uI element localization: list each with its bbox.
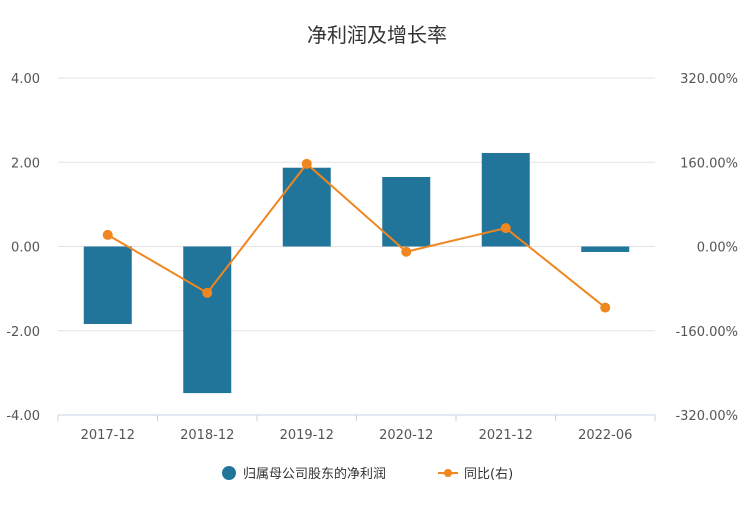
bar-2020-12[interactable] <box>382 176 431 247</box>
line-point-2018-12[interactable] <box>202 287 213 298</box>
left-axis: -4.00 -2.00 0.00 2.00 4.00 <box>6 72 40 424</box>
x-tick-label: 2022-06 <box>578 428 632 443</box>
x-tick-label: 2020-12 <box>379 428 433 443</box>
x-tick-label: 2018-12 <box>180 428 234 443</box>
line-point-2019-12[interactable] <box>301 158 312 169</box>
line-series <box>102 158 611 313</box>
line-path <box>107 162 606 309</box>
x-tick-label: 2017-12 <box>81 428 135 443</box>
legend-line-label: 同比(右) <box>464 467 513 482</box>
right-axis: -320.00% -160.00% 0.00% 160.00% 320.00% <box>675 72 738 424</box>
bar-2022-06[interactable] <box>581 246 630 252</box>
right-tick-label: 0.00% <box>697 241 738 256</box>
line-point-2020-12[interactable] <box>401 246 412 257</box>
left-tick-label: 0.00 <box>11 241 40 256</box>
bar-2018-12[interactable] <box>183 246 232 394</box>
legend-line-dot <box>444 469 452 477</box>
x-tick-label: 2019-12 <box>280 428 334 443</box>
legend-bar-marker <box>222 466 236 480</box>
bar-2019-12[interactable] <box>282 167 331 247</box>
right-tick-label: -320.00% <box>675 409 738 424</box>
right-tick-label: 160.00% <box>680 156 738 171</box>
x-axis: 2017-12 2018-12 2019-12 2020-12 2021-12 2022-… <box>57 414 656 443</box>
chart-title: 净利润及增长率 <box>307 23 447 47</box>
left-tick-label: 2.00 <box>11 156 40 171</box>
left-tick-label: -2.00 <box>6 325 40 340</box>
left-tick-label: -4.00 <box>6 409 40 424</box>
legend-bar-label: 归属母公司股东的净利润 <box>243 466 386 482</box>
left-tick-label: 4.00 <box>11 72 40 87</box>
right-tick-label: -160.00% <box>675 325 738 340</box>
x-tick-label: 2021-12 <box>479 428 533 443</box>
bar-2017-12[interactable] <box>83 246 132 325</box>
line-point-2017-12[interactable] <box>102 229 113 240</box>
line-point-2022-06[interactable] <box>600 302 611 313</box>
grid-lines <box>58 77 655 416</box>
line-point-2021-12[interactable] <box>500 223 511 234</box>
legend[interactable]: 归属母公司股东的净利润 同比(右) <box>222 466 513 482</box>
bar-series <box>83 152 630 394</box>
right-tick-label: 320.00% <box>680 72 738 87</box>
